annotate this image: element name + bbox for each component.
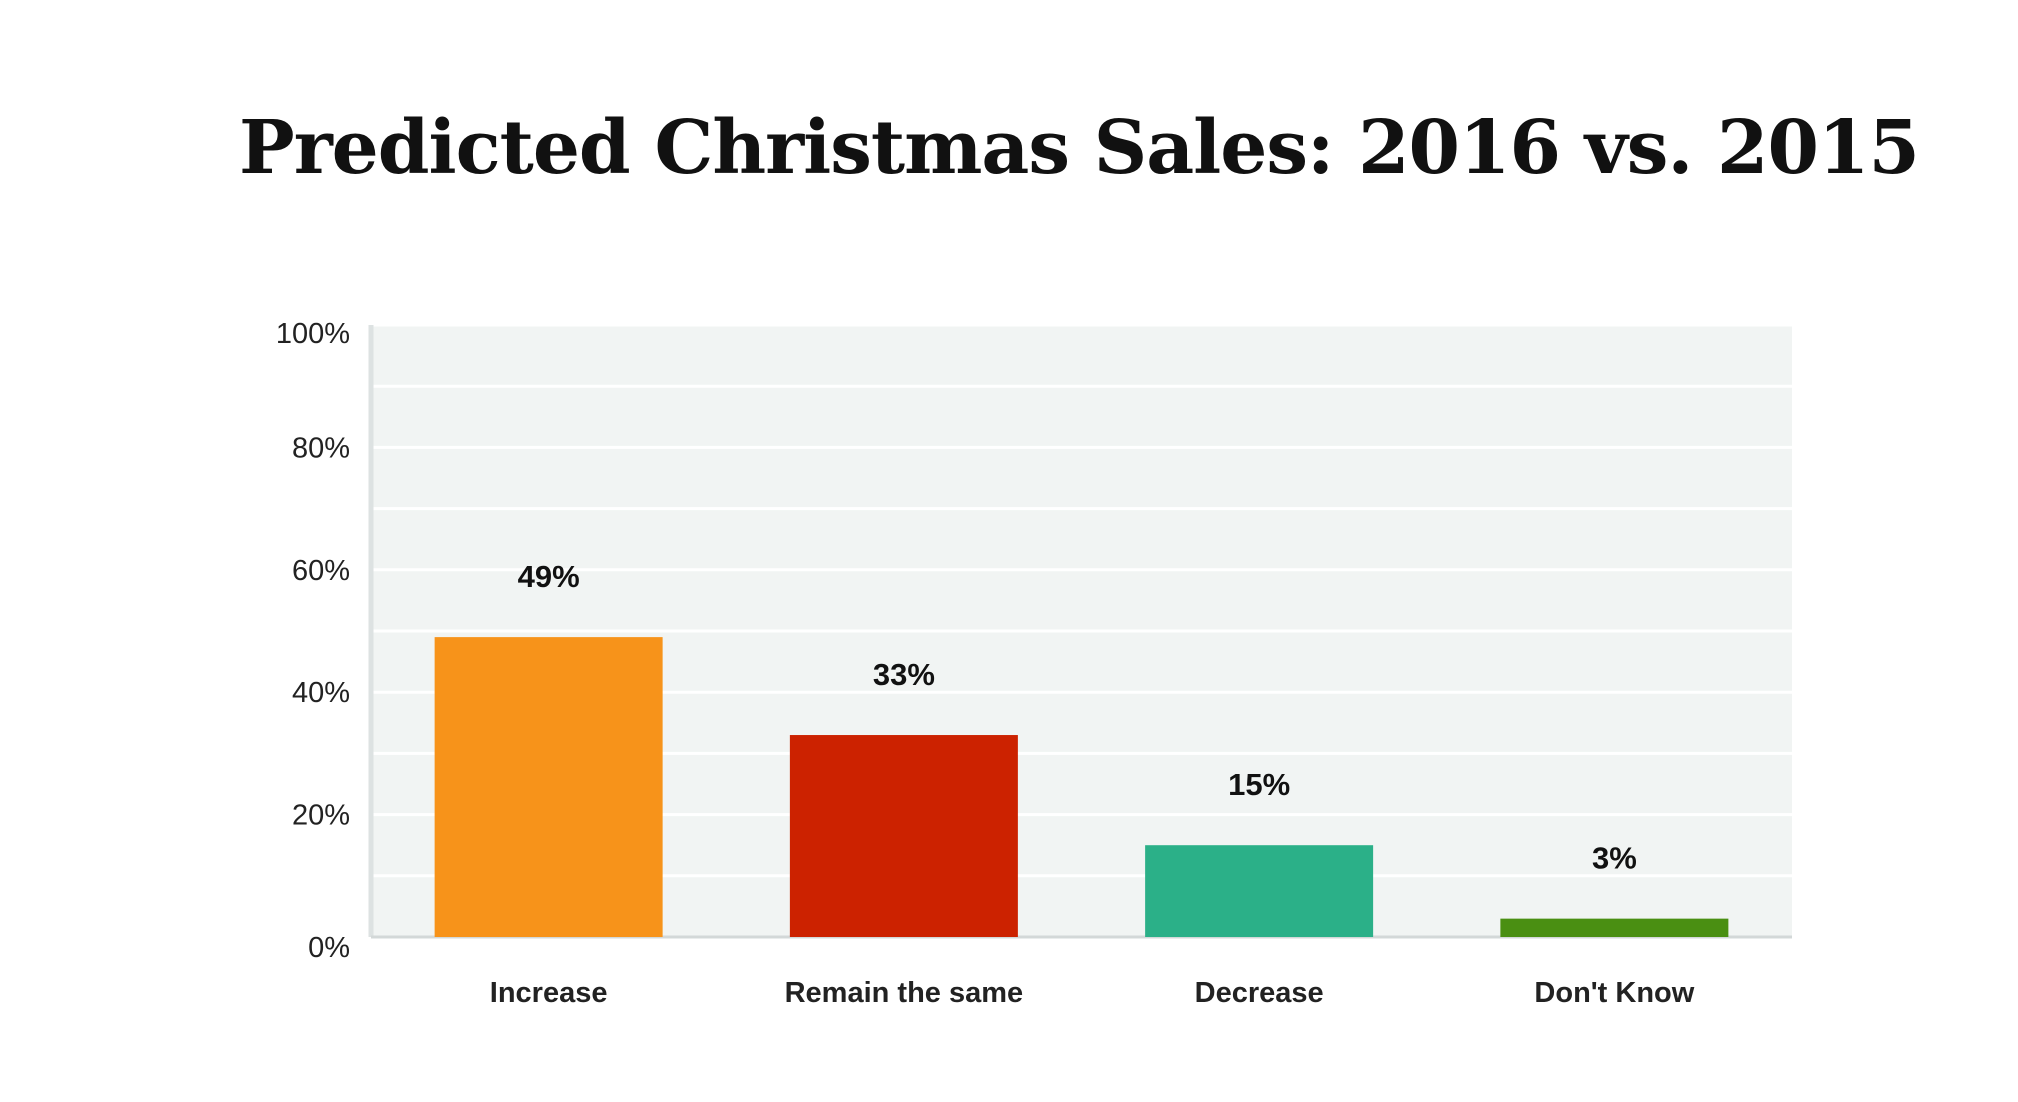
y-tick-label: 100% xyxy=(276,318,350,350)
bar-don-t-know xyxy=(1500,918,1729,937)
data-label: 49% xyxy=(518,559,580,594)
x-tick-label: Don't Know xyxy=(1534,977,1694,1009)
y-tick-label: 60% xyxy=(292,555,350,587)
y-tick-label: 80% xyxy=(292,432,350,464)
data-label: 33% xyxy=(873,657,935,692)
data-label: 15% xyxy=(1228,767,1290,802)
bar-decrease xyxy=(1145,845,1374,937)
y-tick-label: 0% xyxy=(308,932,350,964)
data-label: 3% xyxy=(1592,841,1637,876)
bar-remain-the-same xyxy=(789,735,1018,937)
chart-title: Predicted Christmas Sales: 2016 vs. 2015 xyxy=(239,105,1920,191)
x-tick-label: Increase xyxy=(490,977,608,1009)
bar-increase xyxy=(434,637,663,937)
x-tick-label: Remain the same xyxy=(785,977,1024,1009)
y-tick-label: 20% xyxy=(292,800,350,832)
y-tick-label: 40% xyxy=(292,677,350,709)
x-tick-label: Decrease xyxy=(1195,977,1324,1009)
